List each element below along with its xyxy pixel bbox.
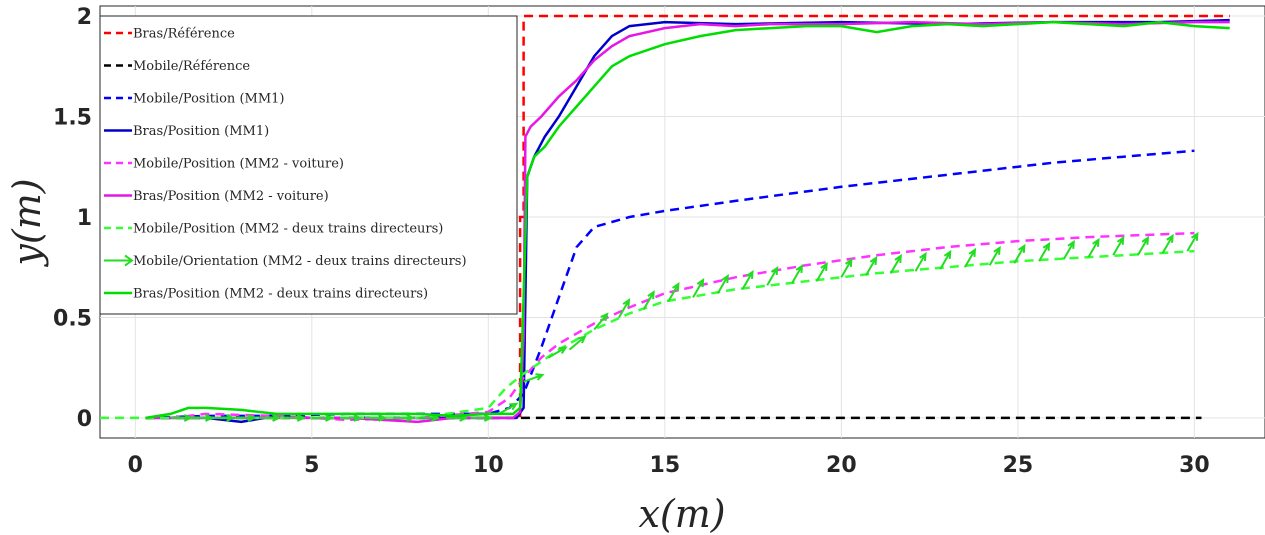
y-tick-label: 2: [77, 5, 92, 30]
orientation-arrow: [618, 298, 631, 318]
orientation-arrow: [914, 251, 927, 272]
legend-label: Bras/Référence: [133, 27, 235, 42]
orientation-arrow: [340, 413, 363, 422]
orientation-arrow: [311, 413, 335, 422]
x-tick-label: 25: [1003, 453, 1034, 478]
legend-label: Bras/Position (MM2 - deux trains directe…: [133, 287, 428, 302]
x-axis-label: x(m): [638, 492, 725, 535]
legend-label: Bras/Position (MM2 - voiture): [133, 189, 329, 204]
orientation-arrow: [568, 335, 587, 351]
legend-entry: Mobile/Position (MM2 - voiture): [104, 157, 344, 172]
axis-ticks: 0 5 10 15 20 25 30 0 0.5 1 1.5 2: [53, 5, 1210, 478]
legend-entry: Bras/Position (MM2 - deux trains directe…: [104, 287, 428, 302]
orientation-arrow: [170, 413, 193, 422]
orientation-arrow: [741, 269, 754, 290]
orientation-arrow: [283, 413, 306, 422]
orientation-arrow: [1186, 231, 1199, 252]
legend-entry: Mobile/Orientation (MM2 - deux trains di…: [104, 254, 467, 269]
orientation-arrow: [234, 413, 257, 422]
orientation-arrow: [1013, 243, 1026, 264]
x-tick-label: 10: [473, 453, 504, 478]
orientation-arrow: [840, 257, 853, 278]
y-axis-label: y(m): [5, 178, 49, 267]
legend-entry: Mobile/Position (MM2 - deux trains direc…: [104, 222, 443, 237]
orientation-arrow: [523, 373, 545, 383]
orientation-arrow: [191, 413, 215, 422]
orientation-arrow: [1038, 241, 1051, 262]
x-tick-label: 15: [650, 453, 681, 478]
orientation-arrow: [865, 255, 878, 276]
legend: Bras/Référence Mobile/Référence Mobile/Pos…: [99, 15, 518, 315]
orientation-arrow: [393, 413, 416, 422]
orientation-arrow: [791, 263, 804, 284]
legend-box: [99, 15, 518, 315]
orientation-arrow: [642, 290, 655, 310]
legend-label: Bras/Position (MM1): [133, 124, 269, 139]
x-tick-label: 5: [304, 453, 319, 478]
orientation-arrow: [964, 247, 977, 268]
legend-label: Mobile/Référence: [133, 59, 250, 74]
y-tick-label: 0.5: [53, 306, 92, 331]
orientation-arrow: [692, 278, 705, 298]
legend-label: Mobile/Position (MM2 - voiture): [133, 157, 344, 172]
legend-label: Mobile/Position (MM2 - deux trains direc…: [133, 222, 443, 237]
orientation-arrow: [815, 261, 828, 282]
legend-label: Mobile/Position (MM1): [133, 92, 284, 107]
legend-entry: Mobile/Position (MM1): [104, 92, 284, 107]
orientation-arrow: [212, 413, 236, 422]
orientation-arrow: [766, 265, 779, 286]
orientation-arrow: [889, 253, 902, 274]
series-8-line: [145, 20, 1230, 420]
x-tick-label: 30: [1179, 453, 1210, 478]
legend-entry: Mobile/Référence: [104, 59, 250, 74]
legend-entry: Bras/Référence: [104, 27, 235, 42]
y-tick-label: 0: [77, 407, 92, 432]
legend-entry: Bras/Position (MM1): [104, 124, 269, 139]
series-group: [100, 14, 1230, 424]
legend-entry: Bras/Position (MM2 - voiture): [104, 189, 329, 204]
orientation-arrow: [1161, 233, 1174, 254]
y-tick-label: 1: [77, 206, 92, 231]
x-tick-label: 0: [128, 453, 143, 478]
orientation-arrow: [988, 245, 1001, 266]
orientation-arrow: [1112, 235, 1125, 256]
orientation-arrow: [258, 413, 282, 422]
orientation-arrow: [498, 402, 519, 415]
legend-label: Mobile/Orientation (MM2 - deux trains di…: [133, 254, 467, 269]
orientation-arrow: [716, 274, 729, 294]
y-tick-label: 1.5: [53, 106, 92, 131]
orientation-arrow: [1087, 237, 1100, 258]
orientation-arrow: [593, 312, 609, 331]
legend-swatch: [104, 254, 134, 267]
orientation-arrow: [939, 249, 952, 270]
series-0-line: [145, 14, 1230, 420]
orientation-arrow: [470, 413, 493, 422]
orientation-arrow: [1137, 235, 1150, 256]
orientation-arrow: [667, 282, 680, 302]
orientation-arrow: [547, 346, 568, 359]
x-tick-label: 20: [826, 453, 857, 478]
orientation-arrow: [1062, 239, 1075, 260]
series-7-arrows: [170, 231, 1199, 422]
orientation-arrow: [364, 413, 388, 422]
series-layer: [100, 14, 1230, 424]
